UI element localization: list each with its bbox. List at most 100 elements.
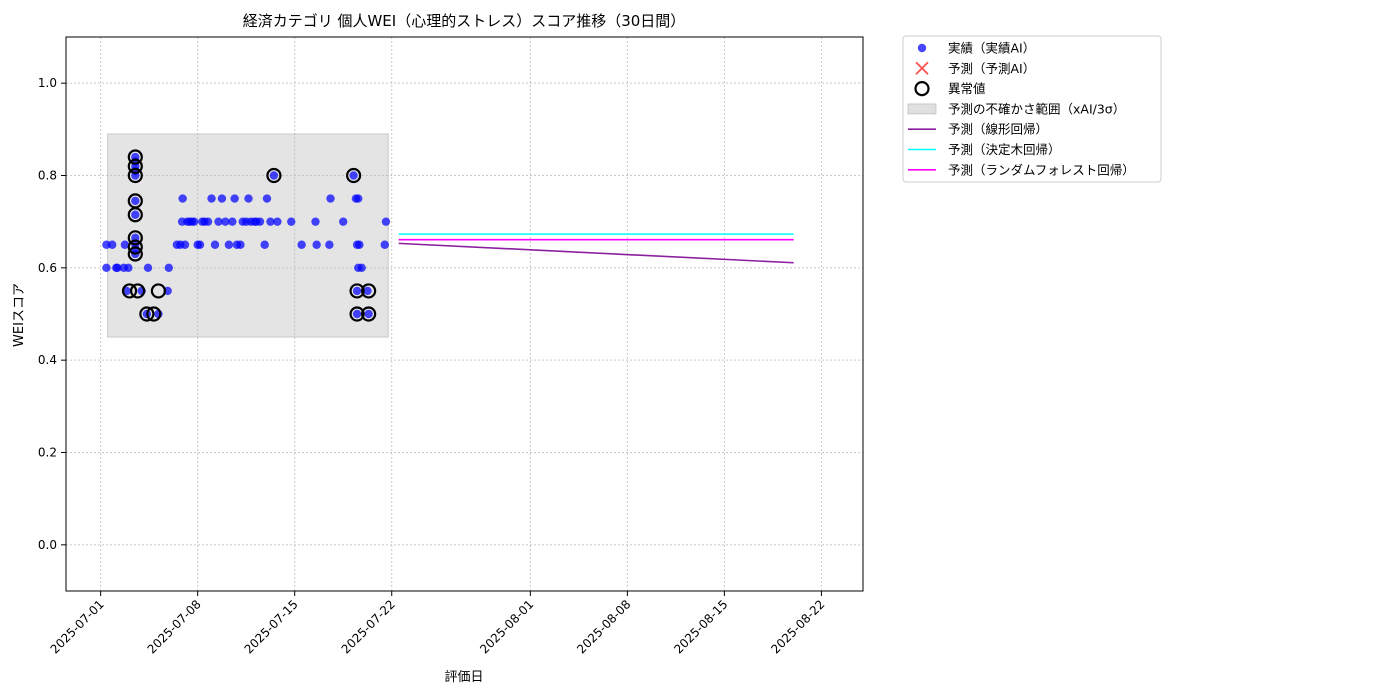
actual-point bbox=[262, 194, 272, 203]
actual-point bbox=[224, 240, 234, 249]
anomaly-ring bbox=[127, 246, 143, 262]
actual-point bbox=[363, 286, 372, 296]
actual-point bbox=[364, 309, 373, 319]
actual-point bbox=[297, 240, 306, 249]
legend-frame bbox=[902, 35, 1162, 183]
actual-point bbox=[287, 217, 296, 226]
uncertainty-band bbox=[107, 133, 389, 338]
actual-point bbox=[131, 210, 140, 219]
x-tick-label: 2025-08-15 bbox=[671, 597, 730, 656]
actual-point bbox=[228, 217, 237, 226]
anomaly-ring bbox=[349, 283, 365, 299]
legend-label: 予測（線形回帰） bbox=[948, 122, 1048, 137]
actual-point bbox=[195, 240, 205, 249]
legend-label: 予測（決定木回帰） bbox=[948, 142, 1061, 157]
actual-point bbox=[230, 194, 239, 203]
actual-point bbox=[355, 240, 364, 249]
actual-point bbox=[354, 194, 363, 203]
actual-point bbox=[311, 217, 320, 226]
actual-points-layer bbox=[102, 152, 391, 319]
prediction-lines-layer bbox=[398, 233, 794, 264]
actual-point bbox=[352, 286, 362, 296]
x-axis-label: 評価日 bbox=[444, 670, 483, 685]
actual-point bbox=[312, 240, 321, 249]
plot-background bbox=[66, 37, 863, 591]
x-tick-label: 2025-08-22 bbox=[768, 597, 827, 656]
x-tick-label: 2025-07-22 bbox=[339, 597, 398, 656]
actual-point bbox=[102, 240, 111, 249]
actual-point bbox=[221, 217, 230, 226]
x-tick-label: 2025-07-08 bbox=[145, 597, 204, 656]
actual-point bbox=[102, 263, 111, 273]
anomaly-ring bbox=[150, 283, 167, 299]
anomaly-ring bbox=[130, 283, 146, 299]
actual-point bbox=[260, 240, 269, 249]
actual-point bbox=[255, 217, 265, 226]
actual-point bbox=[244, 194, 253, 203]
x-axis-ticks: 2025-07-01 2025-07-08 2025-07-15 2025-07-22… bbox=[48, 591, 828, 656]
legend-label: 予測（ランダムフォレスト回帰） bbox=[948, 162, 1135, 177]
x-tick-label: 2025-08-08 bbox=[574, 597, 633, 656]
actual-point bbox=[190, 217, 199, 226]
plot-area bbox=[65, 36, 864, 592]
actual-point bbox=[357, 263, 366, 273]
anomaly-ring bbox=[127, 239, 143, 255]
actual-point bbox=[269, 171, 279, 180]
legend-label: 実績（実績AI） bbox=[948, 41, 1035, 56]
actual-point bbox=[214, 217, 223, 226]
actual-point bbox=[108, 240, 117, 249]
y-tick-label: 0.8 bbox=[38, 169, 57, 183]
actual-point bbox=[352, 309, 362, 319]
actual-point bbox=[326, 194, 335, 203]
actual-point bbox=[207, 194, 216, 203]
anomaly-ring bbox=[127, 158, 143, 174]
anomaly-ring bbox=[349, 306, 365, 322]
anomaly-ring bbox=[361, 306, 377, 322]
actual-point bbox=[113, 263, 122, 273]
actual-point bbox=[266, 217, 275, 226]
actual-point bbox=[124, 263, 133, 273]
anomaly-ring bbox=[121, 283, 138, 299]
actual-point bbox=[381, 217, 391, 226]
x-tick-label: 2025-08-01 bbox=[477, 597, 536, 656]
y-axis-ticks: 0.0 0.2 0.4 0.6 0.8 1.0 bbox=[38, 76, 66, 552]
actual-point bbox=[131, 196, 140, 206]
y-tick-label: 0.4 bbox=[38, 353, 57, 367]
anomaly-ring bbox=[361, 283, 377, 299]
anomaly-ring bbox=[127, 207, 143, 223]
anomaly-ring bbox=[139, 306, 155, 322]
y-tick-label: 0.2 bbox=[38, 446, 57, 460]
actual-point bbox=[164, 263, 174, 273]
actual-point bbox=[380, 240, 389, 249]
actual-point bbox=[349, 171, 358, 180]
actual-point bbox=[210, 240, 220, 249]
legend-band-icon bbox=[907, 103, 937, 115]
legend-label: 異常値 bbox=[948, 81, 986, 96]
actual-point bbox=[273, 217, 282, 226]
actual-point bbox=[143, 263, 153, 273]
x-tick-label: 2025-07-01 bbox=[48, 597, 107, 656]
uncertainty-band-layer bbox=[107, 133, 389, 338]
plot-frame bbox=[65, 36, 864, 592]
legend-dot-icon bbox=[917, 43, 927, 53]
actual-point bbox=[120, 240, 130, 249]
actual-point bbox=[339, 217, 348, 226]
actual-point bbox=[236, 240, 245, 249]
anomaly-ring bbox=[127, 149, 143, 165]
anomaly-ring bbox=[266, 167, 282, 184]
anomaly-ring bbox=[127, 230, 143, 246]
actual-point bbox=[178, 194, 187, 203]
actual-point bbox=[180, 240, 190, 249]
y-tick-label: 1.0 bbox=[38, 76, 57, 90]
anomaly-ring bbox=[346, 167, 362, 184]
prediction-line bbox=[398, 242, 794, 264]
y-tick-label: 0.0 bbox=[38, 538, 57, 552]
anomaly-ring bbox=[127, 167, 143, 184]
anomaly-rings-layer bbox=[121, 149, 377, 322]
actual-point bbox=[217, 194, 227, 203]
legend-x-icon bbox=[915, 61, 929, 75]
legend-ring-icon bbox=[914, 80, 930, 97]
